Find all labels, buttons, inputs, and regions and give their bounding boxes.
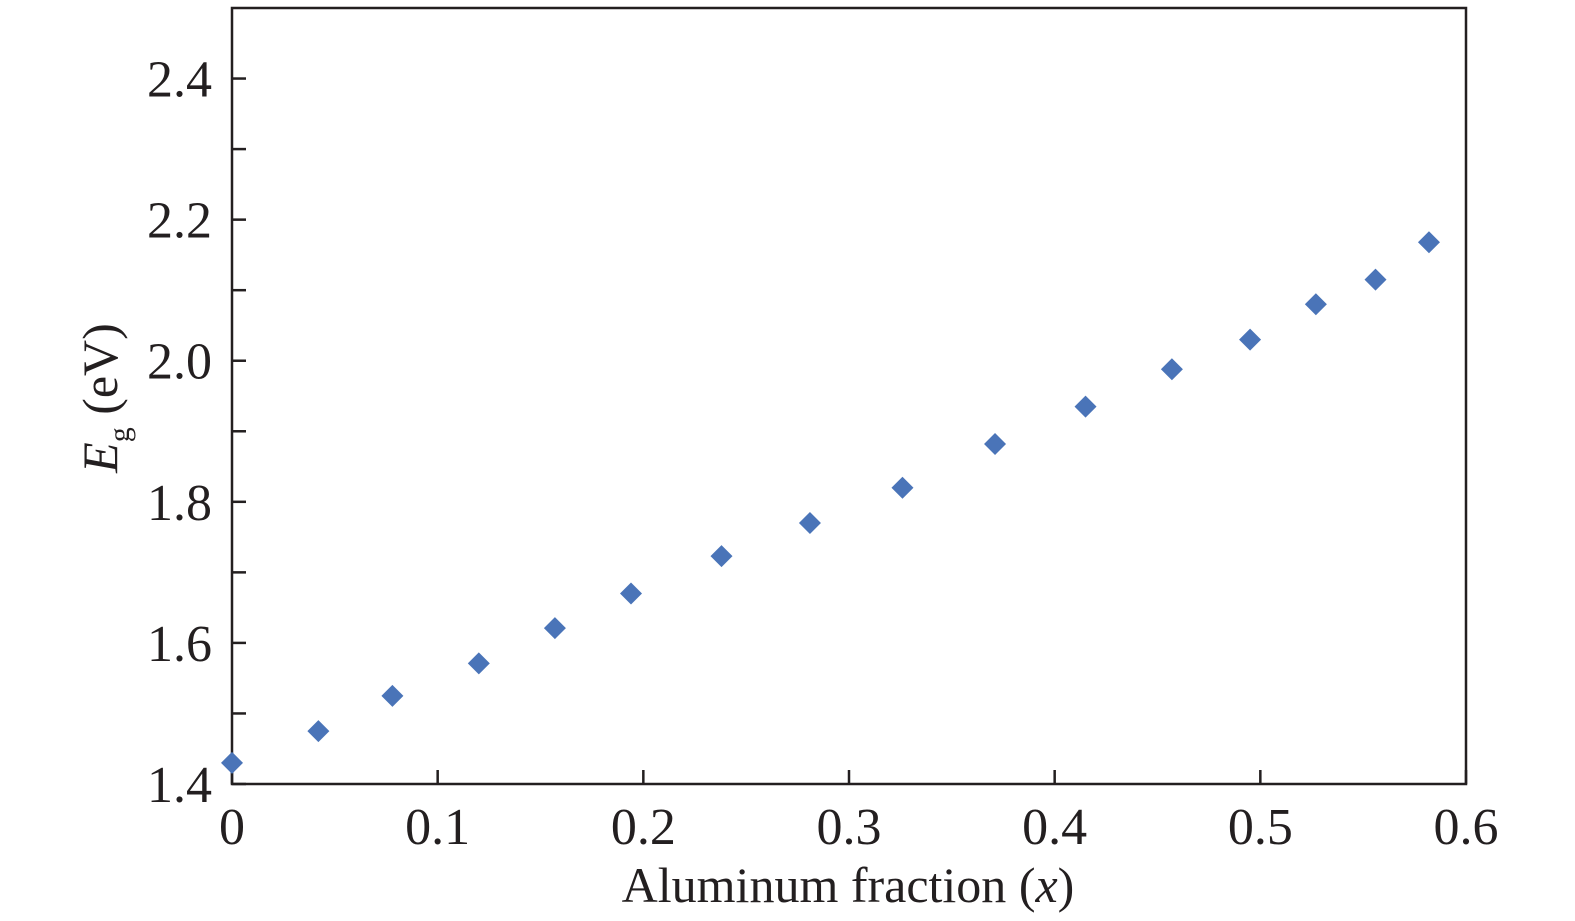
x-tick-label: 0.2 [611, 799, 676, 856]
data-point [710, 545, 733, 568]
data-point [984, 432, 1007, 455]
data-point [307, 720, 330, 743]
y-tick-label: 1.6 [147, 616, 212, 673]
x-tick-label: 0.5 [1228, 799, 1293, 856]
data-point [1304, 293, 1327, 316]
data-point [1074, 395, 1097, 418]
data-point [467, 652, 490, 675]
x-axis: 0 0.1 0.2 0.3 0.4 0.5 0.6 [219, 770, 1499, 856]
y-tick-label: 2.4 [147, 52, 212, 109]
data-point [1160, 358, 1183, 381]
x-tick-label: 0.1 [405, 799, 470, 856]
x-tick-label: 0.6 [1434, 799, 1499, 856]
data-point [798, 511, 821, 534]
x-tick-label: 0.4 [1022, 799, 1087, 856]
plot-frame [230, 6, 1468, 786]
data-point [1417, 231, 1440, 254]
data-point [1364, 268, 1387, 291]
data-point [891, 476, 914, 499]
y-tick-label: 1.8 [147, 475, 212, 532]
x-tick-label: 0 [219, 799, 245, 856]
data-points [221, 231, 1440, 774]
data-point [381, 684, 404, 707]
y-axis: 1.4 1.6 1.8 2.0 2.2 2.4 [147, 52, 246, 814]
x-axis-title: Aluminum fraction (x) [622, 857, 1075, 913]
data-point [1239, 328, 1262, 351]
data-point [221, 751, 243, 774]
y-tick-label: 1.4 [147, 757, 212, 814]
data-point [543, 617, 566, 640]
y-tick-label: 2.2 [147, 193, 212, 250]
y-tick-label: 2.0 [147, 334, 212, 391]
y-axis-title: Eg (eV) [72, 323, 136, 474]
data-point [619, 582, 642, 605]
x-tick-label: 0.3 [817, 799, 882, 856]
plot-area [230, 6, 1468, 786]
